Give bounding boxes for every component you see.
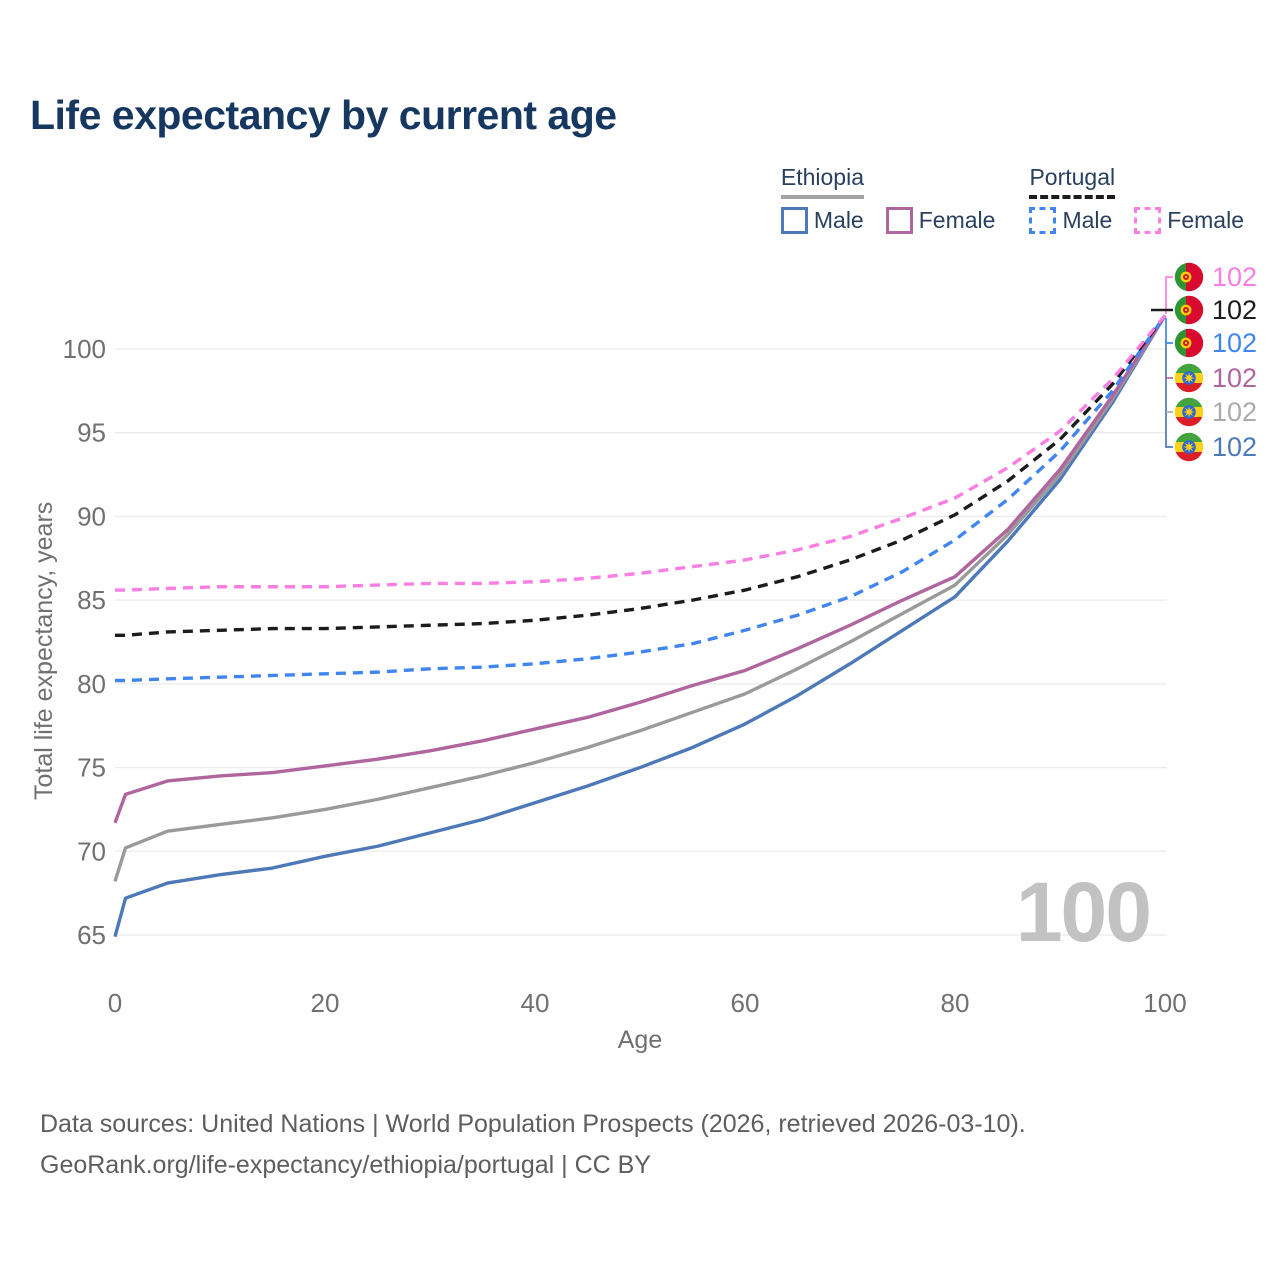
line-ethiopia-all bbox=[113, 314, 1167, 882]
line-portugal-all bbox=[115, 314, 1167, 638]
legend-item-label: Female bbox=[918, 207, 996, 233]
legend-country-label: Portugal bbox=[1029, 164, 1116, 199]
x-tick-label: 60 bbox=[731, 988, 760, 1018]
end-label-ethiopia-male: 102 bbox=[1174, 432, 1257, 462]
y-tick-label: 65 bbox=[77, 920, 106, 950]
legend-item-ethiopia-female[interactable]: Female bbox=[885, 207, 996, 234]
portugal-flag-icon bbox=[1174, 295, 1204, 325]
portugal-flag-icon bbox=[1174, 262, 1204, 292]
legend-item-portugal-male[interactable]: Male bbox=[1029, 207, 1112, 234]
end-label-portugal-male: 102 bbox=[1174, 328, 1257, 358]
attribution-line: GeoRank.org/life-expectancy/ethiopia/por… bbox=[40, 1151, 651, 1179]
end-value-label: 102 bbox=[1212, 396, 1258, 427]
y-tick-label: 85 bbox=[77, 585, 106, 615]
legend-header-ethiopia[interactable]: Ethiopia bbox=[780, 164, 996, 199]
ethiopia-flag-icon bbox=[1174, 363, 1204, 393]
y-tick-label: 95 bbox=[77, 418, 106, 448]
legend-item-portugal-female[interactable]: Female bbox=[1134, 207, 1244, 234]
x-tick-label: 80 bbox=[941, 988, 970, 1018]
ethiopia-male-swatch-icon bbox=[780, 207, 808, 234]
line-ethiopia-male bbox=[113, 314, 1167, 938]
end-label-ethiopia-female: 102 bbox=[1174, 363, 1257, 393]
x-tick-label: 40 bbox=[521, 988, 550, 1018]
legend-item-label: Male bbox=[1062, 207, 1113, 233]
y-tick-label: 70 bbox=[77, 836, 106, 866]
portugal-female-swatch-icon bbox=[1134, 207, 1162, 234]
legend-header-portugal[interactable]: Portugal bbox=[1029, 164, 1244, 199]
x-tick-label: 20 bbox=[311, 988, 340, 1018]
end-value-label: 102 bbox=[1212, 294, 1258, 325]
portugal-flag-icon bbox=[1174, 328, 1204, 358]
y-axis-title: Total life expectancy, years bbox=[30, 501, 58, 800]
end-value-label: 102 bbox=[1212, 261, 1258, 292]
line-portugal-female bbox=[115, 314, 1167, 592]
legend-item-ethiopia-male[interactable]: Male bbox=[780, 207, 864, 234]
end-value-label: 102 bbox=[1212, 431, 1258, 462]
end-value-label: 102 bbox=[1212, 327, 1258, 358]
end-label-connectors bbox=[1151, 276, 1173, 448]
x-tick-label: 0 bbox=[108, 988, 122, 1018]
x-axis-title: Age bbox=[617, 1026, 663, 1054]
portugal-male-swatch-icon bbox=[1029, 207, 1057, 234]
end-value-label: 102 bbox=[1212, 362, 1258, 393]
y-tick-label: 100 bbox=[63, 334, 106, 364]
data-sources-line: Data sources: United Nations | World Pop… bbox=[40, 1110, 1026, 1138]
ethiopia-female-swatch-icon bbox=[885, 207, 913, 234]
line-ethiopia-female bbox=[113, 314, 1167, 824]
legend-item-label: Female bbox=[1167, 207, 1244, 233]
y-tick-label: 90 bbox=[77, 501, 106, 531]
legend-country-label: Ethiopia bbox=[780, 164, 864, 199]
x-tick-label: 100 bbox=[1143, 988, 1186, 1018]
legend-group-portugal: Portugal Male Female bbox=[1029, 164, 1244, 234]
y-tick-label: 80 bbox=[77, 669, 106, 699]
y-tick-label: 75 bbox=[77, 753, 106, 783]
footer: Data sources: United Nations | World Pop… bbox=[40, 1104, 1026, 1186]
ethiopia-flag-icon bbox=[1174, 397, 1204, 427]
end-label-portugal: 102 bbox=[1174, 295, 1257, 325]
legend-group-ethiopia: Ethiopia Male Female bbox=[780, 164, 996, 234]
end-label-portugal-female: 102 bbox=[1174, 262, 1257, 292]
legend: Ethiopia Male Female Portugal Male Femal… bbox=[780, 164, 1244, 234]
ethiopia-flag-icon bbox=[1174, 432, 1204, 462]
page-title: Life expectancy by current age bbox=[30, 92, 617, 138]
line-portugal-male bbox=[115, 314, 1167, 683]
current-age-watermark: 100 bbox=[1015, 865, 1152, 959]
legend-item-label: Male bbox=[813, 207, 864, 233]
gridlines: 65 70 75 80 85 90 95 100 bbox=[63, 334, 1167, 950]
end-label-ethiopia: 102 bbox=[1174, 397, 1257, 427]
